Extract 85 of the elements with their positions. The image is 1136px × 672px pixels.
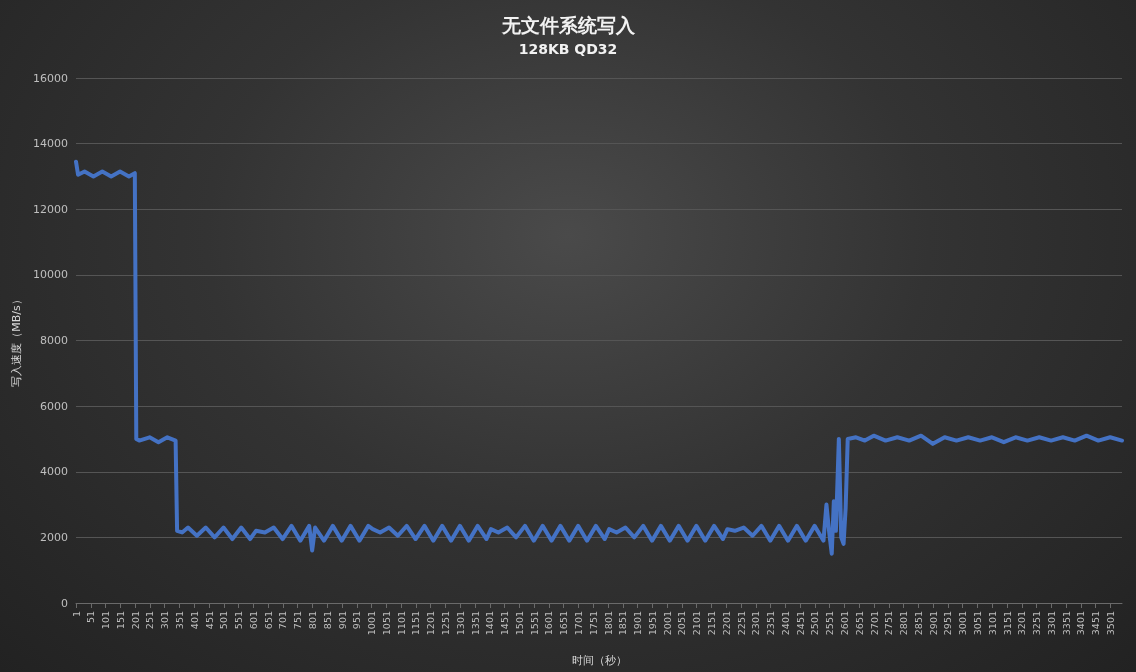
x-tick-label: 3401 [1075, 611, 1087, 636]
chart-title: 无文件系统写入 [500, 13, 636, 36]
y-tick-label: 2000 [40, 530, 68, 544]
x-axis-title: 时间（秒） [571, 654, 627, 667]
x-tick-label: 3151 [1001, 611, 1013, 636]
x-tick-label: 2951 [942, 611, 954, 636]
x-tick-label: 2401 [779, 611, 791, 636]
x-tick-label: 1851 [617, 611, 629, 636]
x-tick-label: 1751 [587, 611, 599, 636]
x-tick-label: 51 [85, 611, 97, 624]
x-tick-label: 2251 [735, 611, 747, 636]
x-tick-label: 2301 [750, 611, 762, 636]
x-tick-label: 251 [144, 611, 156, 630]
x-tick-label: 2001 [661, 611, 673, 636]
x-tick-label: 201 [129, 611, 141, 630]
x-tick-label: 2901 [927, 611, 939, 636]
x-tick-label: 2051 [676, 611, 688, 636]
x-tick-label: 1601 [543, 611, 555, 636]
x-tick-label: 401 [188, 611, 200, 630]
x-tick-label: 1401 [484, 611, 496, 636]
x-tick-label: 2501 [809, 611, 821, 636]
x-tick-label: 1151 [410, 611, 422, 636]
x-tick-label: 1101 [395, 611, 407, 636]
x-tick-label: 501 [218, 611, 230, 630]
x-tick-label: 1 [70, 611, 82, 618]
y-tick-label: 10000 [33, 268, 68, 282]
x-tick-label: 1651 [558, 611, 570, 636]
y-tick-label: 8000 [40, 334, 68, 347]
x-tick-label: 3451 [1090, 611, 1102, 636]
x-tick-label: 1801 [602, 611, 614, 636]
y-tick-label: 12000 [33, 202, 68, 216]
x-tick-label: 3201 [1016, 611, 1028, 636]
x-tick-label: 1051 [380, 611, 392, 636]
line-series [74, 159, 1124, 556]
x-tick-label: 1951 [646, 611, 658, 636]
y-tick-label: 0 [61, 596, 68, 610]
x-tick-label: 101 [100, 611, 112, 630]
x-tick-label: 3001 [957, 611, 969, 636]
x-tick-label: 3051 [971, 611, 983, 636]
x-tick-label: 2851 [912, 611, 924, 636]
x-tick-label: 2551 [824, 611, 836, 636]
x-tick-label: 601 [247, 611, 259, 630]
x-tick-label: 1701 [572, 611, 584, 636]
x-tick-label: 3301 [1045, 611, 1057, 636]
x-tick-label: 2451 [794, 611, 806, 636]
x-tick-label: 1201 [425, 611, 437, 636]
x-tick-label: 951 [351, 611, 363, 630]
x-tick-label: 1301 [454, 611, 466, 636]
x-tick-label: 1451 [499, 611, 511, 636]
x-tick-label: 1001 [366, 611, 378, 636]
x-tick-label: 3251 [1031, 611, 1043, 636]
x-tick-label: 1901 [632, 611, 644, 636]
x-tick-label: 2751 [883, 611, 895, 636]
x-tick-label: 351 [173, 611, 185, 630]
y-tick-label: 16000 [33, 71, 68, 85]
x-tick-label: 451 [203, 611, 215, 630]
y-tick-label: 14000 [33, 137, 68, 151]
x-tick-label: 801 [306, 611, 318, 630]
x-tick-label: 301 [159, 611, 171, 630]
x-tick-label: 1501 [513, 611, 525, 636]
x-tick-label: 2801 [898, 611, 910, 636]
x-tick-label: 3501 [1104, 611, 1116, 636]
x-tick-label: 851 [321, 611, 333, 630]
x-tick-label: 2201 [720, 611, 732, 636]
x-tick-label: 1351 [469, 611, 481, 636]
x-tick-label: 2651 [853, 611, 865, 636]
x-tick-label: 2701 [868, 611, 880, 636]
x-tick-label: 2101 [691, 611, 703, 636]
x-tick-label: 3351 [1060, 611, 1072, 636]
x-tick-label: 551 [233, 611, 245, 630]
x-tick-label: 3101 [986, 611, 998, 636]
x-tick-label: 1551 [528, 611, 540, 636]
x-tick-label: 701 [277, 611, 289, 630]
x-tick-label: 151 [114, 611, 126, 630]
x-tick-label: 651 [262, 611, 274, 630]
chart-subtitle: 128KB QD32 [518, 41, 618, 57]
x-tick-label: 1251 [439, 611, 451, 636]
x-tick-label: 2151 [705, 611, 717, 636]
y-tick-label: 4000 [40, 465, 68, 479]
x-tick-label: 901 [336, 611, 348, 630]
x-tick-label: 2601 [838, 611, 850, 636]
y-tick-label: 6000 [40, 399, 68, 413]
y-axis-title: 写入速度（MB/s） [10, 294, 24, 387]
x-tick-label: 2351 [765, 611, 777, 636]
x-tick-label: 751 [292, 611, 304, 630]
